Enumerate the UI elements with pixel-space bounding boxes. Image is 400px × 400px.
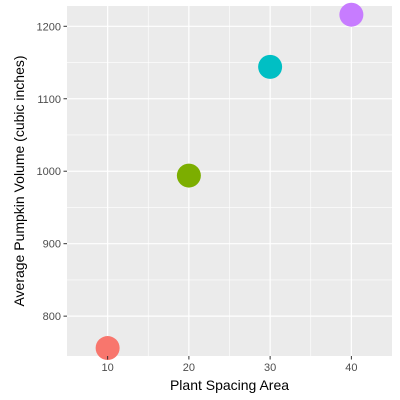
x-tick-label: 10 — [102, 362, 114, 374]
y-tick-label: 900 — [43, 239, 61, 251]
data-point — [339, 3, 363, 27]
x-axis-ticks: 10 20 30 40 — [102, 356, 358, 374]
y-axis-title: Average Pumpkin Volume (cubic inches) — [11, 55, 27, 306]
y-axis-ticks: 800 900 1000 1100 1200 — [37, 21, 67, 323]
x-axis-title: Plant Spacing Area — [170, 377, 289, 393]
data-point — [258, 55, 282, 79]
y-tick-label: 1100 — [37, 94, 61, 106]
y-tick-label: 1000 — [37, 166, 61, 178]
y-tick-label: 1200 — [37, 21, 61, 33]
x-tick-label: 30 — [264, 362, 276, 374]
x-tick-label: 20 — [183, 362, 195, 374]
y-tick-label: 800 — [43, 311, 61, 323]
x-tick-label: 40 — [345, 362, 357, 374]
data-point — [177, 164, 201, 188]
